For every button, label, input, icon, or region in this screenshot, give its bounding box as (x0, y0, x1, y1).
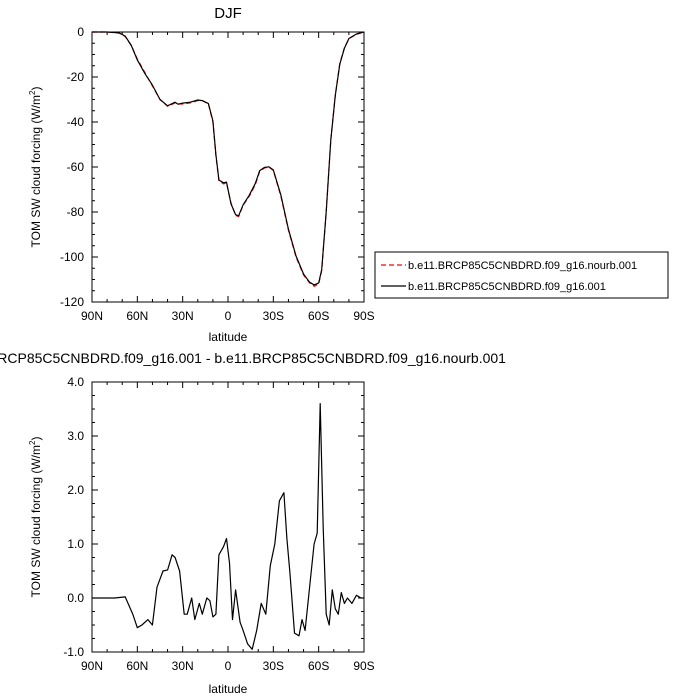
top-y-axis-label-sup: 2 (28, 90, 37, 95)
bottom-y-axis-label-sup: 2 (28, 440, 37, 445)
top-x-axis-label: latitude (209, 330, 248, 344)
top-y-axis-label: TOM SW cloud forcing (W/m2) (28, 87, 43, 248)
bottom-x-tick-label: 60S (308, 659, 329, 673)
top-y-tick-label: 0 (77, 25, 84, 39)
top-series-line-1 (92, 31, 365, 286)
legend: b.e11.BRCP85C5CNBDRD.f09_g16.nourb.001 b… (374, 251, 669, 299)
top-x-tick-label: 90S (353, 309, 374, 323)
bottom-panel: b.e11.BRCP85C5CNBDRD.f09_g16.001 - b.e11… (0, 350, 506, 696)
top-series-lines (92, 31, 365, 287)
top-y-tick-label: -20 (67, 70, 85, 84)
bottom-y-tick-label: -1.0 (63, 645, 84, 659)
bottom-x-axis-label: latitude (209, 682, 248, 696)
top-axis-ticks: 90N 60N 30N 0 30S 60S 90S 0 -20 -40 -60 -80 -100 -120 (60, 25, 375, 323)
top-y-tick-label: -60 (67, 160, 85, 174)
top-x-tick-label: 30S (263, 309, 284, 323)
top-panel: DJF 90N 60N 30N 0 30S 60S 90S 0 -20 -40 -60 -80 -100… (28, 5, 375, 344)
top-y-tick-label: -100 (60, 250, 84, 264)
top-x-tick-label: 0 (225, 309, 232, 323)
legend-label-control: b.e11.BRCP85C5CNBDRD.f09_g16.001 (408, 281, 606, 293)
top-y-tick-label: -80 (67, 205, 85, 219)
bottom-x-tick-label: 30S (263, 659, 284, 673)
bottom-x-tick-label: 60N (126, 659, 148, 673)
bottom-x-tick-label: 90N (81, 659, 103, 673)
bottom-y-tick-label: 4.0 (67, 375, 84, 389)
top-y-axis-label-main: TOM SW cloud forcing (W/m (29, 95, 43, 247)
top-x-tick-label: 60N (126, 309, 148, 323)
bottom-y-tick-label: 3.0 (67, 429, 84, 443)
bottom-axis-ticks: 90N 60N 30N 0 30S 60S 90S 4.0 3.0 2.0 1.0 0.0 -1.0 (63, 375, 374, 673)
bottom-y-axis-label-main: TOM SW cloud forcing (W/m (29, 445, 43, 597)
top-y-tick-label: -40 (67, 115, 85, 129)
bottom-y-tick-label: 0.0 (67, 591, 84, 605)
top-y-tick-label: -120 (60, 295, 84, 309)
top-x-tick-label: 60S (308, 309, 329, 323)
top-plot-frame (91, 31, 365, 303)
top-series-line-0 (92, 31, 365, 287)
bottom-x-tick-label: 90S (353, 659, 374, 673)
bottom-series-line-0 (92, 403, 364, 650)
bottom-x-tick-label: 0 (225, 659, 232, 673)
legend-label-nourb: b.e11.BRCP85C5CNBDRD.f09_g16.nourb.001 (408, 260, 637, 272)
bottom-y-axis-label-tail: ) (29, 437, 43, 441)
top-x-tick-label: 30N (172, 309, 194, 323)
bottom-y-axis-label: TOM SW cloud forcing (W/m2) (28, 437, 43, 598)
legend-box (374, 251, 669, 299)
bottom-x-tick-label: 30N (172, 659, 194, 673)
bottom-panel-title: b.e11.BRCP85C5CNBDRD.f09_g16.001 - b.e11… (0, 350, 506, 366)
top-panel-title: DJF (214, 5, 242, 22)
bottom-series-lines (92, 403, 364, 650)
bottom-y-tick-label: 1.0 (67, 537, 84, 551)
top-x-tick-label: 90N (81, 309, 103, 323)
bottom-y-tick-label: 2.0 (67, 483, 84, 497)
top-y-axis-label-tail: ) (29, 87, 43, 91)
